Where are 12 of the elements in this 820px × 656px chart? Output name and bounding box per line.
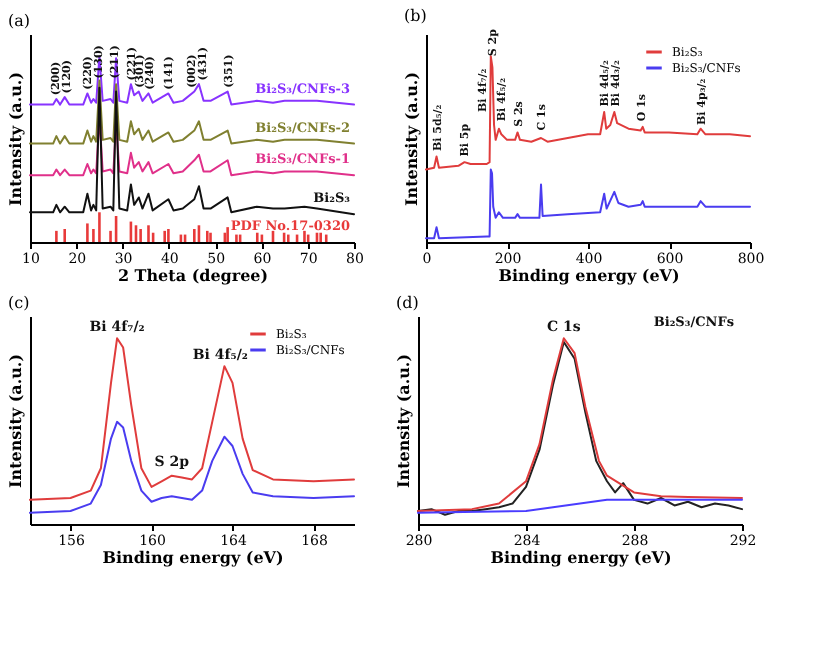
x-axis-title: Binding energy (eV) (498, 265, 680, 285)
chart-title: (c) (8, 294, 30, 312)
chart-title: (a) (8, 12, 31, 30)
chart-title: (b) (404, 7, 427, 26)
chart-title: (d) (396, 294, 419, 312)
x-axis-title: 2 Theta (degree) (117, 265, 269, 285)
y-axis-title: Intensity (a.u.) (393, 353, 413, 488)
y-axis-title: Intensity (a.u.) (5, 71, 25, 206)
y-axis-title: Intensity (a.u.) (5, 353, 25, 488)
x-axis-title: Binding energy (eV) (490, 547, 672, 567)
x-axis-title: Binding energy (eV) (102, 547, 284, 567)
y-axis-title: Intensity (a.u.) (401, 71, 421, 206)
